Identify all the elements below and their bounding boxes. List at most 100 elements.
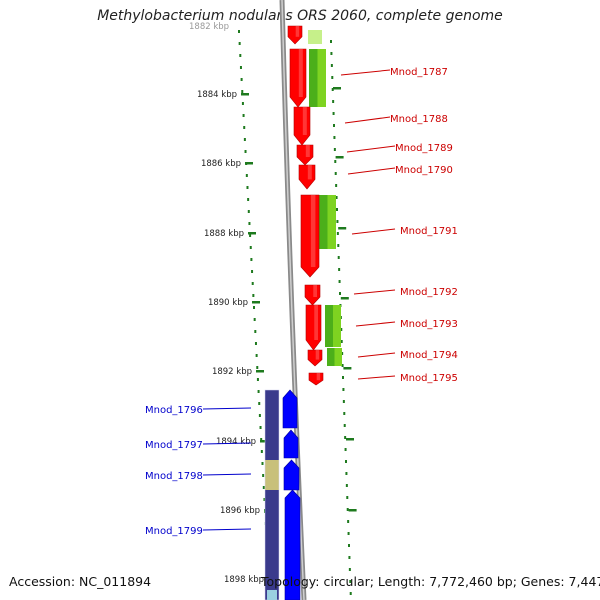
scale-tick bbox=[252, 301, 260, 304]
gene-arrow-prev-shade bbox=[295, 26, 300, 37]
scale-label: 1896 kbp bbox=[220, 506, 260, 516]
feature-bar bbox=[333, 305, 341, 347]
feature-bar bbox=[327, 348, 335, 366]
scale-dot-right bbox=[334, 160, 337, 163]
scale-label: 1884 kbp bbox=[197, 90, 237, 100]
scale-dot-right bbox=[340, 340, 343, 343]
gene-arrow-mnod-1790 bbox=[298, 164, 316, 190]
scale-label: 1886 kbp bbox=[201, 159, 241, 169]
gene-label-mnod-1792: Mnod_1792 bbox=[400, 287, 458, 298]
gene-arrow-mnod-1792-shade bbox=[313, 285, 317, 297]
label-leader bbox=[202, 528, 252, 531]
scale-dot-right bbox=[338, 268, 341, 271]
scale-dot-right bbox=[330, 40, 332, 43]
feature-bar bbox=[308, 30, 322, 44]
scale-dot-left bbox=[253, 318, 256, 321]
scale-dot-right bbox=[332, 112, 335, 115]
scale-dot-right bbox=[337, 244, 340, 247]
label-leader bbox=[202, 407, 252, 410]
scale-dot-right bbox=[348, 556, 351, 559]
scale-dot-left bbox=[254, 330, 257, 333]
feature-bar-reverse bbox=[265, 390, 279, 600]
feature-bar-edge bbox=[267, 590, 277, 600]
scale-dot-right bbox=[346, 508, 349, 511]
gene-arrow-mnod-1792 bbox=[304, 284, 321, 306]
scale-dot-left bbox=[260, 450, 263, 453]
scale-dot-left bbox=[244, 150, 247, 153]
scale-dot-left bbox=[257, 390, 260, 393]
scale-dot-right bbox=[333, 124, 335, 127]
scale-dot-left bbox=[253, 306, 256, 309]
scale-tick-right bbox=[335, 156, 344, 159]
gene-arrow-mnod-1794 bbox=[307, 349, 323, 367]
scale-dot-right bbox=[333, 148, 336, 151]
accession-text: Accession: NC_011894 bbox=[9, 574, 152, 589]
scale-dot-left bbox=[243, 126, 246, 129]
label-leader bbox=[357, 375, 396, 380]
scale-dot-left bbox=[258, 402, 261, 405]
label-leader bbox=[202, 473, 252, 476]
label-leader bbox=[355, 321, 396, 327]
scale-tick-right bbox=[346, 438, 354, 441]
feature-bar bbox=[334, 348, 342, 366]
gene-arrow-mnod-1787-shade bbox=[298, 49, 303, 97]
gene-arrow-mnod-1798 bbox=[283, 459, 300, 491]
scale-tick bbox=[256, 370, 264, 373]
scale-label: 1890 kbp bbox=[208, 298, 248, 308]
feature-bar bbox=[317, 49, 326, 107]
gene-arrow-mnod-1788-shade bbox=[302, 107, 307, 135]
scale-label: 1894 kbp bbox=[216, 437, 256, 447]
scale-dot-left bbox=[256, 378, 259, 381]
scale-dot-right bbox=[331, 76, 334, 79]
scale-dot-right bbox=[344, 448, 347, 451]
feature-bar bbox=[325, 305, 333, 347]
scale-dot-right bbox=[345, 484, 348, 487]
genome-summary-text: Topology: circular; Length: 7,772,460 bp… bbox=[261, 574, 600, 589]
label-leader bbox=[357, 352, 396, 358]
scale-dot-right bbox=[334, 172, 337, 175]
gene-arrow-mnod-1793 bbox=[305, 304, 322, 351]
gene-arrow-mnod-1793-shade bbox=[314, 305, 318, 340]
scale-dot-left bbox=[262, 486, 265, 489]
label-leader bbox=[202, 442, 252, 445]
label-leader bbox=[344, 116, 391, 124]
label-leader bbox=[353, 289, 396, 295]
scale-dot-left bbox=[262, 474, 265, 477]
scale-dot-left bbox=[247, 210, 250, 213]
scale-dot-left bbox=[263, 498, 266, 501]
scale-dot-left bbox=[247, 198, 250, 201]
label-leader bbox=[351, 228, 396, 235]
scale-dot-right bbox=[336, 220, 339, 223]
scale-dot-left bbox=[261, 462, 264, 465]
scale-dot-right bbox=[336, 208, 338, 211]
scale-dot-left bbox=[239, 66, 242, 69]
scale-tick-right bbox=[338, 227, 347, 230]
scale-tick bbox=[241, 93, 249, 96]
scale-dot-left bbox=[250, 258, 253, 261]
gene-arrow-mnod-1794-shade bbox=[315, 350, 320, 360]
scale-tick-right bbox=[348, 509, 357, 512]
scale-dot-left bbox=[252, 294, 255, 297]
scale-dot-left bbox=[251, 270, 254, 273]
scale-dot-left bbox=[241, 90, 244, 93]
scale-dot-left bbox=[251, 282, 254, 285]
scale-dot-left bbox=[246, 186, 249, 189]
scale-tick bbox=[260, 440, 268, 443]
gene-label-mnod-1788: Mnod_1788 bbox=[390, 114, 448, 125]
scale-dot-right bbox=[342, 400, 345, 403]
scale-dot-right bbox=[336, 232, 339, 235]
scale-dot-left bbox=[245, 174, 248, 177]
gene-label-mnod-1795: Mnod_1795 bbox=[400, 373, 458, 384]
gene-arrow-mnod-1797 bbox=[283, 429, 299, 459]
gene-label-mnod-1796: Mnod_1796 bbox=[145, 405, 203, 416]
scale-dot-left bbox=[256, 366, 259, 369]
scale-dot-right bbox=[342, 388, 345, 391]
gene-arrow-mnod-1790-shade bbox=[307, 165, 312, 180]
scale-dot-left bbox=[258, 414, 261, 417]
scale-dot-right bbox=[335, 184, 338, 187]
gene-label-mnod-1793: Mnod_1793 bbox=[400, 319, 458, 330]
scale-dot-left bbox=[242, 114, 245, 117]
gene-arrow-mnod-1795-shade bbox=[316, 373, 321, 381]
map-title: Methylobacterium nodulans ORS 2060, comp… bbox=[97, 8, 503, 24]
gene-label-mnod-1799: Mnod_1799 bbox=[145, 526, 203, 537]
